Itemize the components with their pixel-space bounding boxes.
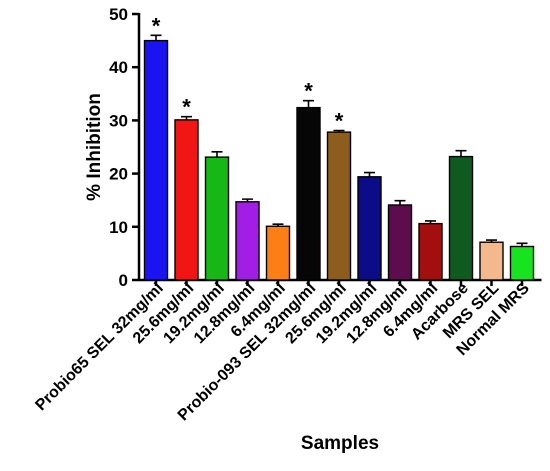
bar-6 <box>296 106 321 281</box>
bar-10 <box>418 222 443 281</box>
error-bar-13 <box>516 242 528 247</box>
bar-7 <box>326 131 352 281</box>
bar-2 <box>174 119 199 281</box>
significance-marker: * <box>152 13 161 38</box>
significance-marker: * <box>335 109 344 134</box>
bar-11 <box>448 155 474 281</box>
y-tick-label: 30 <box>109 111 128 130</box>
bar-4 <box>235 201 260 281</box>
bar-8 <box>357 176 382 281</box>
bar-5 <box>265 225 291 281</box>
y-tick-label: 20 <box>109 165 128 184</box>
significance-marker: * <box>304 79 313 104</box>
error-bar-10 <box>425 220 436 224</box>
error-bar-7 <box>333 129 345 133</box>
y-tick-label: 50 <box>109 5 128 24</box>
y-tick-label: 0 <box>119 271 128 290</box>
bar-12 <box>479 241 504 281</box>
y-tick-label: 10 <box>109 218 128 237</box>
error-bar-3 <box>211 150 223 158</box>
bar-3 <box>204 156 230 281</box>
error-bar-12 <box>486 239 497 243</box>
error-bar-1 <box>150 34 162 41</box>
significance-marker: * <box>182 95 191 120</box>
error-bar-2 <box>181 115 192 120</box>
y-tick-label: 40 <box>109 58 128 77</box>
error-bar-6 <box>303 99 314 108</box>
error-bar-9 <box>394 199 406 205</box>
error-bar-8 <box>364 171 375 177</box>
error-bar-5 <box>272 223 284 227</box>
x-axis-title: Samples <box>301 433 379 454</box>
bar-1 <box>143 39 169 281</box>
bar-9 <box>387 204 413 281</box>
x-tick-label: Probio65 SEL 32mg/ml <box>32 280 166 414</box>
error-bar-11 <box>455 149 467 157</box>
bar-13 <box>509 245 535 281</box>
error-bar-4 <box>242 198 253 202</box>
y-axis-title: % Inhibition <box>84 93 105 201</box>
